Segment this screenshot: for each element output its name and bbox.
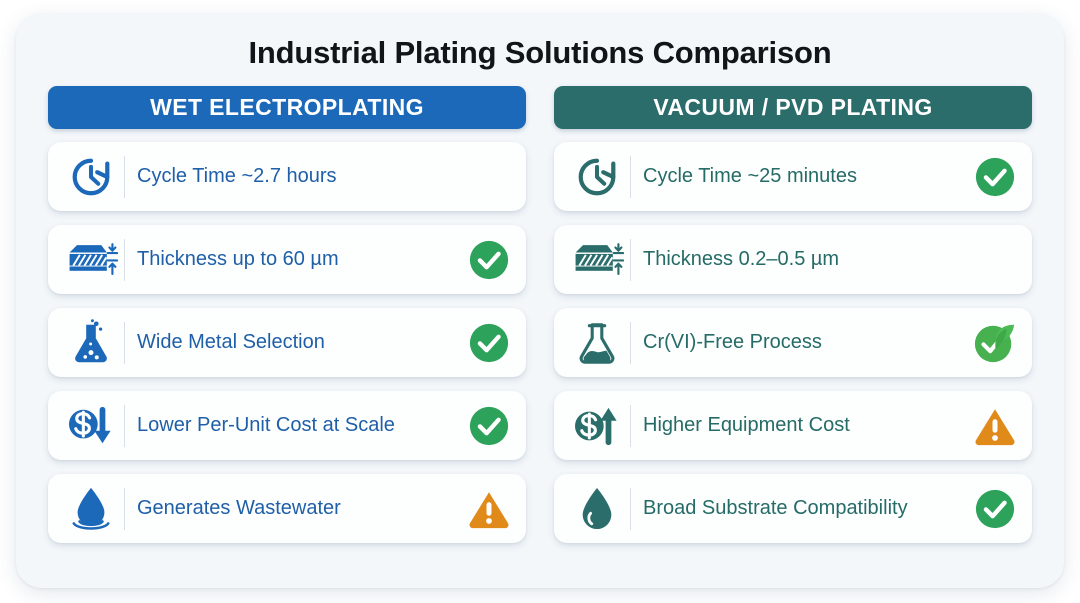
feature-row[interactable]: Thickness 0.2–0.5 µm (554, 225, 1032, 295)
comparison-panel: Industrial Plating Solutions Comparison … (16, 14, 1064, 588)
feature-list-pvd: Cycle Time ~25 minutes Thickness 0.2–0.5… (554, 142, 1032, 544)
feature-label: Higher Equipment Cost (643, 414, 850, 437)
row-divider (124, 155, 125, 198)
feature-label: Cycle Time ~2.7 hours (137, 165, 337, 188)
check-circle-icon (974, 156, 1016, 198)
row-divider (630, 404, 631, 447)
warning-triangle-icon (467, 488, 511, 530)
row-divider (124, 238, 125, 281)
feature-row[interactable]: Higher Equipment Cost (554, 391, 1032, 461)
column-wet-electroplating: WET ELECTROPLATING Cycle Time ~2.7 hours (48, 86, 526, 544)
clock-rotate-icon (60, 151, 122, 203)
feature-row[interactable]: Thickness up to 60 µm (48, 225, 526, 295)
feature-list-wet: Cycle Time ~2.7 hours Thickness up to 60… (48, 142, 526, 544)
status-badge (466, 237, 512, 283)
feature-label: Cycle Time ~25 minutes (643, 165, 857, 188)
flask-filled-icon (60, 317, 122, 369)
feature-label: Wide Metal Selection (137, 331, 325, 354)
status-badge (466, 486, 512, 532)
column-header-wet: WET ELECTROPLATING (48, 86, 526, 130)
status-badge (972, 403, 1018, 449)
feature-row[interactable]: Broad Substrate Compatibility (554, 474, 1032, 544)
row-divider (630, 487, 631, 530)
water-drop-ripple-icon (60, 483, 122, 535)
check-circle-icon (468, 405, 510, 447)
eco-check-icon (972, 320, 1018, 366)
feature-row[interactable]: Generates Wastewater (48, 474, 526, 544)
status-badge (466, 403, 512, 449)
status-badge (502, 154, 512, 200)
status-badge (466, 320, 512, 366)
comparison-columns: WET ELECTROPLATING Cycle Time ~2.7 hours (48, 86, 1032, 544)
status-badge (1008, 237, 1018, 283)
row-divider (124, 321, 125, 364)
feature-row[interactable]: Wide Metal Selection (48, 308, 526, 378)
row-divider (124, 404, 125, 447)
row-divider (124, 487, 125, 530)
feature-row[interactable]: Cr(VI)-Free Process (554, 308, 1032, 378)
feature-label: Generates Wastewater (137, 497, 341, 520)
status-badge (972, 486, 1018, 532)
flask-outline-icon (566, 317, 628, 369)
dollar-down-arrow-icon (60, 400, 122, 452)
dollar-up-arrow-icon (566, 400, 628, 452)
feature-label: Cr(VI)-Free Process (643, 331, 822, 354)
water-drop-icon (566, 483, 628, 535)
feature-label: Lower Per-Unit Cost at Scale (137, 414, 395, 437)
page-title: Industrial Plating Solutions Comparison (248, 35, 832, 70)
feature-row[interactable]: Cycle Time ~25 minutes (554, 142, 1032, 212)
feature-row[interactable]: Cycle Time ~2.7 hours (48, 142, 526, 212)
row-divider (630, 321, 631, 364)
feature-label: Broad Substrate Compatibility (643, 497, 908, 520)
check-circle-icon (974, 488, 1016, 530)
clock-rotate-icon (566, 151, 628, 203)
row-divider (630, 155, 631, 198)
column-vacuum-pvd-plating: VACUUM / PVD PLATING Cycle Time ~25 minu… (554, 86, 1032, 544)
status-badge (972, 154, 1018, 200)
feature-row[interactable]: Lower Per-Unit Cost at Scale (48, 391, 526, 461)
feature-label: Thickness up to 60 µm (137, 248, 339, 271)
feature-label: Thickness 0.2–0.5 µm (643, 248, 840, 271)
column-header-pvd: VACUUM / PVD PLATING (554, 86, 1032, 130)
layer-thickness-icon (566, 234, 628, 286)
status-badge (972, 320, 1018, 366)
layer-thickness-icon (60, 234, 122, 286)
check-circle-icon (468, 239, 510, 281)
warning-triangle-icon (973, 405, 1017, 447)
check-circle-icon (468, 322, 510, 364)
row-divider (630, 238, 631, 281)
